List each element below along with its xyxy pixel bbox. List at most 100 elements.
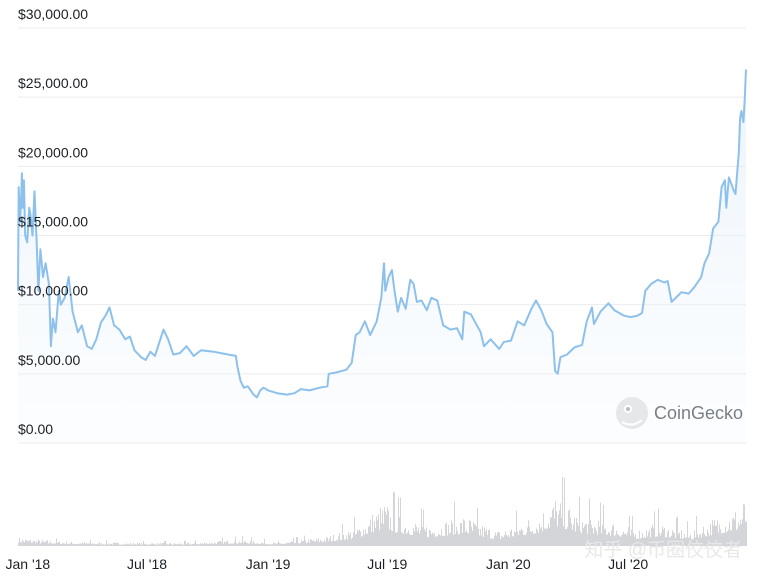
- volume-bar: [169, 543, 170, 546]
- volume-bar: [61, 543, 62, 546]
- volume-bar: [431, 534, 432, 546]
- volume-bar: [680, 538, 681, 546]
- volume-bar: [210, 544, 211, 546]
- volume-bar: [686, 537, 687, 546]
- volume-bar: [234, 542, 235, 546]
- y-axis-labels: $0.00 $5,000.00 $10,000.00 $15,000.00 $20,00…: [18, 6, 88, 437]
- volume-bar: [559, 510, 560, 546]
- volume-bar: [51, 543, 52, 546]
- volume-bar: [324, 540, 325, 546]
- volume-bar: [738, 522, 739, 546]
- volume-bar: [434, 533, 435, 546]
- volume-bar: [264, 538, 265, 546]
- volume-bar: [395, 532, 396, 546]
- volume-bar: [202, 543, 203, 546]
- volume-bar: [494, 535, 495, 546]
- volume-bar: [65, 544, 66, 546]
- volume-bar: [350, 532, 351, 546]
- volume-bar: [172, 544, 173, 546]
- volume-bar: [588, 523, 589, 546]
- volume-bar: [111, 543, 112, 546]
- volume-bar: [537, 530, 538, 546]
- volume-bar: [184, 540, 185, 546]
- volume-bar: [79, 543, 80, 546]
- volume-bar: [456, 526, 457, 546]
- volume-bar: [319, 542, 320, 546]
- volume-bar: [46, 540, 47, 546]
- volume-bar: [655, 536, 656, 546]
- volume-bar: [294, 543, 295, 546]
- volume-bar: [518, 534, 519, 546]
- volume-bar: [727, 531, 728, 546]
- volume-bar: [636, 538, 637, 546]
- volume-bar: [343, 535, 344, 546]
- volume-bar: [516, 510, 517, 546]
- volume-bar: [278, 540, 279, 546]
- volume-bar: [55, 543, 56, 546]
- volume-bar: [708, 532, 709, 546]
- volume-bar: [677, 516, 678, 546]
- volume-bar: [676, 517, 677, 546]
- volume-bar: [196, 543, 197, 546]
- volume-bar: [107, 544, 108, 546]
- volume-bar: [358, 530, 359, 546]
- volume-bar: [236, 543, 237, 546]
- volume-bar: [345, 539, 346, 546]
- price-line: [17, 69, 747, 399]
- volume-bar: [292, 541, 293, 546]
- volume-bar: [505, 531, 506, 546]
- volume-bar: [525, 534, 526, 546]
- volume-bar: [585, 523, 586, 546]
- volume-bar: [303, 540, 304, 546]
- volume-bar: [80, 543, 81, 546]
- volume-bar: [381, 522, 382, 546]
- volume-bar: [293, 537, 294, 546]
- volume-bar: [595, 528, 596, 546]
- volume-bar: [469, 520, 470, 546]
- volume-bar: [297, 536, 298, 546]
- volume-bar: [629, 515, 630, 546]
- volume-bar: [721, 533, 722, 546]
- volume-bar: [346, 535, 347, 546]
- volume-bar: [564, 477, 565, 546]
- volume-bar: [674, 533, 675, 546]
- volume-bar: [461, 523, 462, 546]
- volume-bar: [74, 543, 75, 546]
- volume-bar: [713, 525, 714, 546]
- volume-bar: [97, 544, 98, 546]
- volume-bar: [325, 541, 326, 546]
- volume-bar: [387, 507, 388, 546]
- volume-bar: [471, 526, 472, 546]
- volume-bar: [173, 544, 174, 546]
- volume-bar: [409, 533, 410, 546]
- volume-bar: [513, 536, 514, 546]
- volume-bar: [78, 544, 79, 546]
- volume-bar: [147, 544, 148, 546]
- volume-bar: [679, 532, 680, 546]
- volume-bar: [467, 532, 468, 546]
- volume-bar: [366, 533, 367, 546]
- volume-bar: [239, 541, 240, 546]
- volume-bar: [238, 543, 239, 546]
- volume-bar: [639, 530, 640, 546]
- volume-bar: [715, 526, 716, 546]
- volume-bar: [440, 535, 441, 546]
- volume-bar: [94, 543, 95, 546]
- volume-bar: [112, 544, 113, 546]
- volume-bar: [69, 543, 70, 546]
- volume-bar: [338, 536, 339, 546]
- volume-bar: [439, 534, 440, 546]
- volume-bar: [661, 532, 662, 546]
- volume-bar: [716, 525, 717, 546]
- x-tick-label: Jul '19: [367, 556, 407, 572]
- volume-bar: [279, 543, 280, 546]
- volume-bar: [110, 544, 111, 546]
- volume-bar: [114, 542, 115, 546]
- volume-bar: [609, 532, 610, 546]
- volume-bar: [232, 543, 233, 546]
- volume-bar: [342, 523, 343, 546]
- volume-bar: [653, 528, 654, 546]
- volume-bar: [569, 509, 570, 546]
- volume-bar: [58, 542, 59, 546]
- volume-bar: [205, 543, 206, 546]
